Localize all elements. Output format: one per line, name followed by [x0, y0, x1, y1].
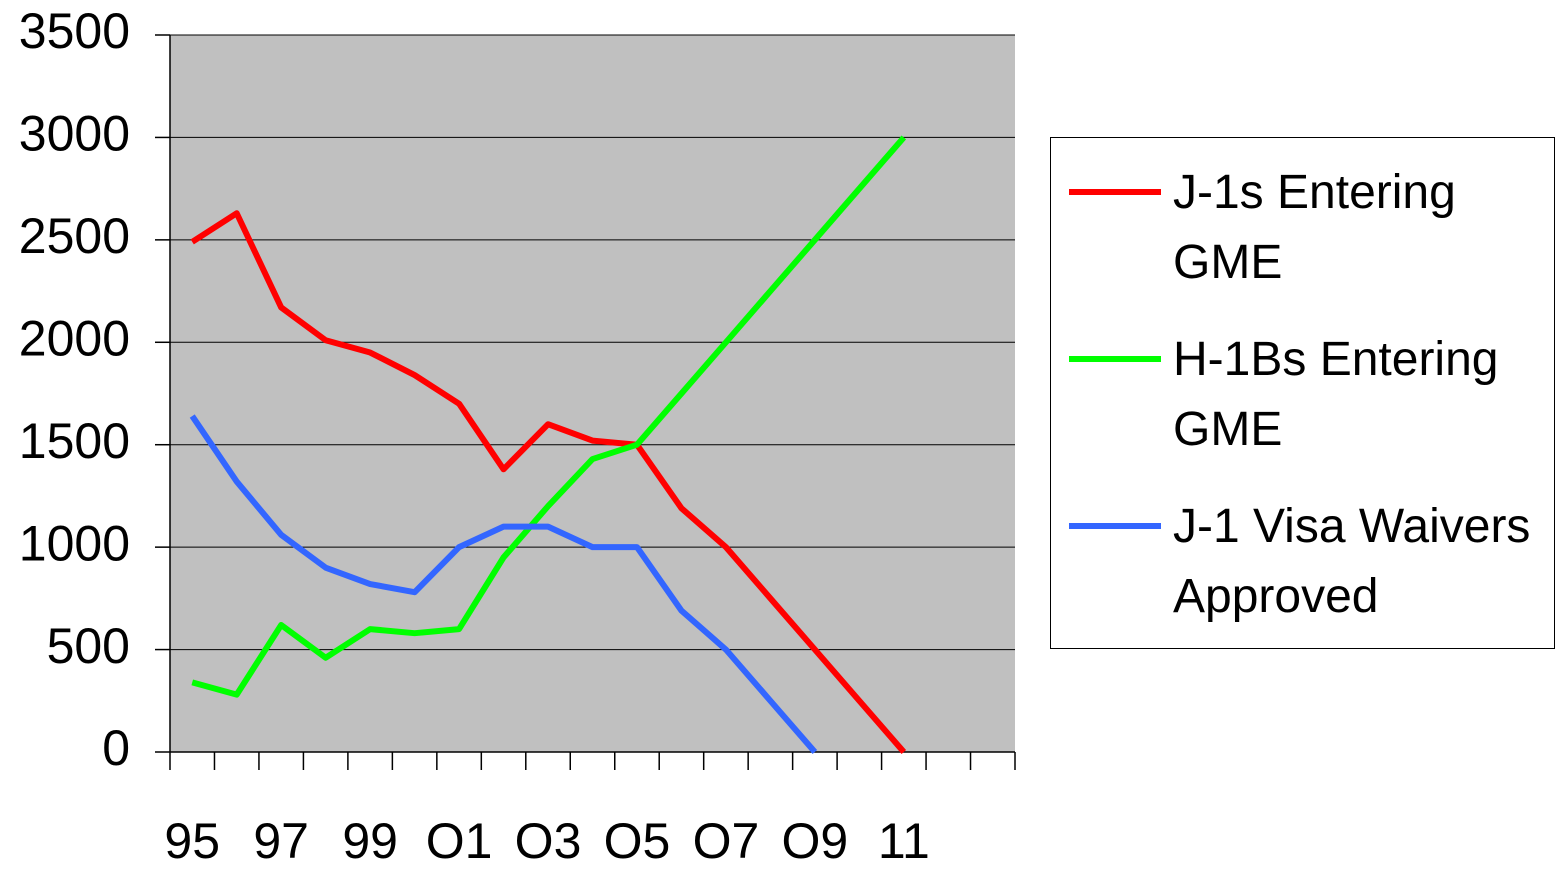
legend-swatch	[1069, 356, 1161, 362]
y-tick-label: 0	[102, 720, 130, 776]
legend-label: H-1Bs Entering GME	[1173, 333, 1499, 456]
y-tick-label: 3000	[19, 106, 130, 162]
x-tick-label: O5	[604, 813, 671, 869]
y-tick-label: 3500	[19, 3, 130, 59]
legend: J-1s Entering GME H-1Bs Entering GME J-1 V…	[1050, 137, 1555, 649]
series-line	[189, 414, 818, 754]
series-line	[191, 135, 907, 698]
legend-label: J-1 Visa Waivers Approved	[1173, 500, 1531, 623]
x-tick-label: 11	[878, 813, 930, 869]
legend-label: J-1s Entering GME	[1173, 166, 1456, 289]
x-tick-label: O9	[782, 813, 849, 869]
x-tick-label: O7	[693, 813, 760, 869]
y-tick-label: 2000	[19, 310, 130, 366]
y-tick-label: 1500	[19, 413, 130, 469]
legend-entry: H-1Bs Entering GME	[1051, 325, 1554, 465]
x-tick-label: 97	[253, 813, 309, 869]
y-tick-label: 2500	[19, 208, 130, 264]
legend-entry: J-1s Entering GME	[1051, 158, 1554, 298]
x-tick-label: 99	[342, 813, 398, 869]
plot-area	[170, 35, 1015, 752]
series-line	[190, 210, 907, 754]
x-tick-label: O3	[515, 813, 582, 869]
x-tick-label: 95	[164, 813, 220, 869]
y-tick-label: 500	[47, 618, 130, 674]
x-tick-label: O1	[426, 813, 493, 869]
legend-swatch	[1069, 189, 1161, 195]
y-tick-label: 1000	[19, 515, 130, 571]
legend-entry: J-1 Visa Waivers Approved	[1051, 492, 1554, 632]
legend-swatch	[1069, 523, 1161, 529]
